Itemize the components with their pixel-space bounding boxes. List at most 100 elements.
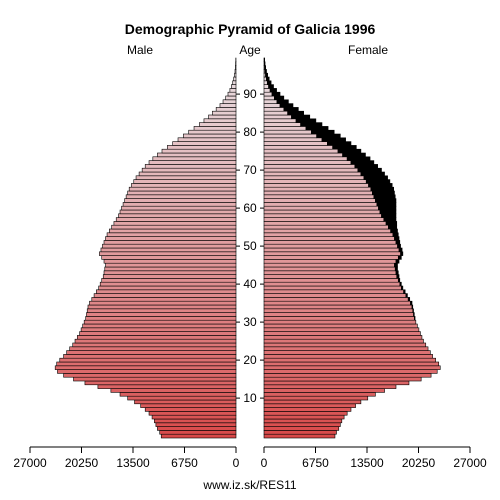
female-bar bbox=[263, 171, 362, 177]
age-tick-label: 70 bbox=[243, 163, 257, 177]
female-bar bbox=[263, 361, 440, 367]
female-bar bbox=[263, 342, 427, 348]
female-bar bbox=[263, 179, 367, 184]
female-excess-bar bbox=[316, 133, 341, 139]
male-bar bbox=[80, 327, 237, 332]
female-excess-bar bbox=[337, 148, 362, 154]
male-bar bbox=[102, 243, 237, 249]
female-excess-bar bbox=[390, 228, 398, 234]
female-x-tick-label: 27000 bbox=[453, 456, 487, 470]
male-bar bbox=[86, 312, 237, 317]
female-excess-bar bbox=[405, 293, 408, 298]
female-excess-bar bbox=[346, 156, 371, 161]
female-bar bbox=[263, 392, 376, 397]
male-bar bbox=[74, 338, 237, 344]
female-bar bbox=[263, 103, 281, 108]
male-bar bbox=[212, 110, 237, 116]
female-excess-bar bbox=[311, 129, 335, 135]
male-bar bbox=[105, 262, 237, 268]
female-bar bbox=[263, 88, 271, 93]
male-bar bbox=[155, 422, 237, 427]
female-excess-bar bbox=[370, 186, 395, 192]
female-excess-bar bbox=[265, 76, 270, 82]
male-bar bbox=[59, 357, 237, 363]
female-bar bbox=[263, 384, 397, 389]
male-bar bbox=[102, 274, 237, 279]
male-bar bbox=[183, 133, 237, 139]
female-excess-bar bbox=[388, 224, 398, 230]
female-excess-bar bbox=[269, 88, 277, 93]
male-bar bbox=[99, 281, 237, 287]
age-tick-label: 80 bbox=[243, 125, 257, 139]
female-bar bbox=[263, 126, 307, 131]
female-excess-bar bbox=[342, 152, 366, 158]
female-bar bbox=[263, 156, 348, 161]
male-bar bbox=[83, 319, 237, 325]
female-excess-bar bbox=[273, 95, 285, 101]
male-bar bbox=[105, 236, 237, 241]
age-axis: 10 20 30 40 50 60 70 80 90 bbox=[236, 87, 264, 405]
female-bar bbox=[263, 221, 387, 226]
female-excess-bar bbox=[399, 281, 402, 287]
male-bar bbox=[127, 395, 237, 401]
female-bar bbox=[263, 414, 345, 420]
female-bar bbox=[263, 183, 369, 188]
male-bar bbox=[177, 137, 237, 142]
female-bar bbox=[263, 99, 278, 104]
female-x-tick-label: 13500 bbox=[350, 456, 384, 470]
female-bar bbox=[263, 270, 397, 275]
female-bar bbox=[263, 278, 399, 283]
female-bar bbox=[263, 224, 389, 230]
female-excess-bar bbox=[265, 72, 268, 78]
footer-source: www.iz.sk/RES11 bbox=[202, 478, 296, 492]
female-bar bbox=[263, 137, 323, 142]
female-bar bbox=[263, 255, 399, 260]
male-bar bbox=[144, 407, 237, 412]
male-bar bbox=[103, 259, 237, 264]
female-excess-bar bbox=[264, 61, 266, 66]
male-bar bbox=[138, 171, 237, 177]
male-bar bbox=[119, 392, 237, 397]
female-bar bbox=[263, 164, 356, 169]
male-bar bbox=[208, 114, 237, 120]
female-bar bbox=[263, 194, 375, 199]
age-tick-label: 40 bbox=[243, 277, 257, 291]
x-axes: 27000 20250 13500 6750 0 0 6750 13500 20250 27000 bbox=[13, 446, 487, 470]
male-bar bbox=[160, 433, 237, 439]
female-bar bbox=[263, 243, 398, 249]
male-bar bbox=[229, 88, 237, 93]
female-bar bbox=[263, 209, 381, 215]
female-bar bbox=[263, 205, 379, 211]
male-bar bbox=[144, 164, 237, 169]
male-bar bbox=[232, 80, 237, 85]
male-bar bbox=[133, 179, 237, 184]
male-bar bbox=[82, 323, 237, 329]
male-bar bbox=[235, 65, 237, 70]
male-bar bbox=[101, 278, 237, 283]
male-bar bbox=[109, 228, 237, 234]
female-excess-bar bbox=[395, 259, 400, 264]
female-excess-bar bbox=[365, 179, 391, 184]
female-x-tick-label: 20250 bbox=[402, 456, 436, 470]
female-excess-bar bbox=[400, 251, 404, 256]
female-excess-bar bbox=[395, 270, 399, 275]
male-bar bbox=[215, 107, 237, 112]
male-bar bbox=[79, 331, 237, 336]
female-bar bbox=[263, 331, 421, 336]
female-bar bbox=[263, 300, 411, 306]
male-bar bbox=[89, 300, 237, 306]
female-x-tick-label: 0 bbox=[261, 456, 268, 470]
female-bar bbox=[263, 148, 339, 154]
female-bar bbox=[263, 236, 395, 241]
female-excess-bar bbox=[394, 266, 398, 272]
male-bar bbox=[151, 414, 237, 420]
male-bar bbox=[106, 232, 237, 237]
female-bar bbox=[263, 213, 382, 218]
female-excess-bar bbox=[397, 278, 401, 283]
male-bar bbox=[199, 122, 237, 127]
female-label: Female bbox=[348, 43, 388, 57]
female-bar bbox=[263, 114, 292, 120]
male-bar bbox=[234, 69, 237, 74]
female-bar bbox=[263, 110, 288, 116]
